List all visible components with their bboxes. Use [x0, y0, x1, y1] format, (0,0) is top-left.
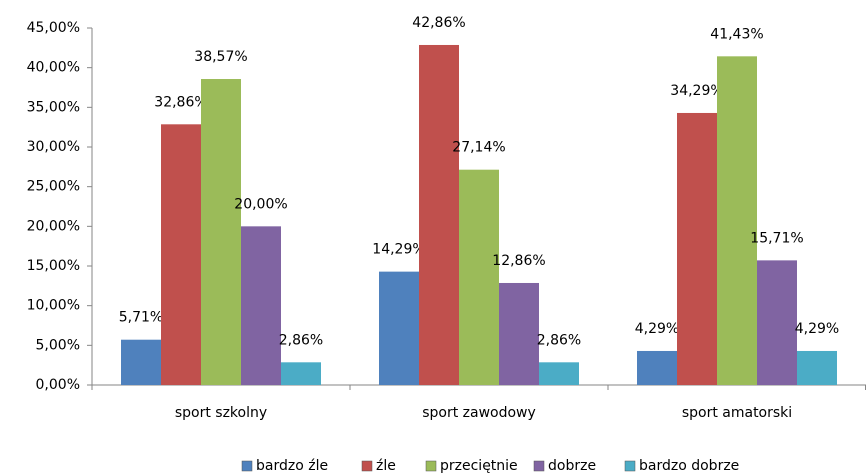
data-label: 27,14% [452, 140, 505, 156]
data-label: 34,29% [670, 83, 723, 99]
bar [459, 169, 499, 385]
legend-swatch [425, 460, 437, 472]
data-label: 2,86% [279, 332, 323, 348]
legend-label: źle [376, 458, 396, 474]
x-tick-label: sport amatorski [682, 405, 792, 421]
legend-swatch [624, 460, 636, 472]
data-label: 4,29% [635, 321, 679, 337]
data-label: 20,00% [234, 196, 287, 212]
bar [499, 282, 539, 385]
legend-swatch [241, 460, 253, 472]
y-tick-label: 25,00% [27, 179, 80, 195]
bar [281, 362, 321, 385]
y-tick-label: 40,00% [27, 60, 80, 76]
legend-label: bardzo źle [256, 458, 328, 474]
y-tick-label: 20,00% [27, 218, 80, 234]
bar [419, 44, 459, 386]
bar [539, 362, 579, 385]
bar [757, 260, 797, 385]
bar [201, 79, 241, 386]
data-label: 4,29% [795, 321, 839, 337]
data-label: 41,43% [710, 26, 763, 42]
bar [677, 112, 717, 385]
bar [637, 350, 677, 385]
legend-label: przeciętnie [440, 458, 518, 474]
y-tick-label: 30,00% [27, 139, 80, 155]
y-tick-label: 10,00% [27, 298, 80, 314]
data-label: 38,57% [194, 49, 247, 65]
x-tick-label: sport szkolny [175, 405, 267, 421]
bar [161, 124, 201, 385]
legend-swatch [361, 460, 373, 472]
legend-label: bardzo dobrze [639, 458, 739, 474]
data-label: 14,29% [372, 242, 425, 258]
bar [717, 56, 757, 386]
data-label: 15,71% [750, 230, 803, 246]
y-tick-label: 15,00% [27, 258, 80, 274]
data-label: 42,86% [412, 15, 465, 31]
y-tick-label: 5,00% [36, 337, 80, 353]
y-tick-label: 35,00% [27, 99, 80, 115]
bar [379, 271, 419, 385]
bar [797, 350, 837, 385]
data-label: 2,86% [537, 332, 581, 348]
data-label: 32,86% [154, 94, 207, 110]
legend-swatch [533, 460, 545, 472]
data-label: 12,86% [492, 253, 545, 269]
data-label: 5,71% [119, 310, 163, 326]
legend-label: dobrze [548, 458, 596, 474]
y-tick-label: 45,00% [27, 20, 80, 36]
bar [241, 226, 281, 385]
x-tick-label: sport zawodowy [422, 405, 536, 421]
y-tick-label: 0,00% [36, 377, 80, 393]
bar [121, 339, 161, 385]
